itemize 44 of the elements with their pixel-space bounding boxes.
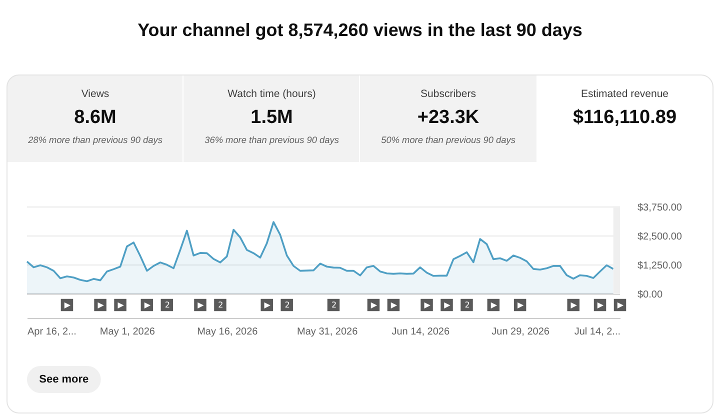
text: 1.5M <box>250 107 293 128</box>
x2-tick-label: 2 <box>331 300 337 310</box>
x2-tick-label: ▶ <box>570 300 578 310</box>
x-tick-label: May 31, 2026 <box>297 326 358 338</box>
y-tick-label: $0.00 <box>638 290 663 300</box>
y-tick-label: $3,750.00 <box>638 202 682 214</box>
x2-tick-label: ▶ <box>98 300 105 310</box>
x-tick-label: Jun 14, 2026 <box>392 326 450 338</box>
x-tick-label: Jul 14, 2... <box>574 326 620 338</box>
x2-tick-label: ▶ <box>118 300 125 310</box>
text: 36% more than previous 90 days <box>204 135 340 145</box>
y-tick-label: $1,250.00 <box>638 260 682 272</box>
x-tick-label: May 16, 2026 <box>197 326 258 338</box>
x2-tick-label: 2 <box>218 300 224 310</box>
x2-tick-label: ▶ <box>517 300 524 310</box>
text: +23.3K <box>417 107 480 128</box>
text: $116,110.89 <box>572 107 677 128</box>
x2-tick-label: 2 <box>464 300 470 310</box>
x2-tick-label: ▶ <box>424 300 432 310</box>
x2-tick-label: ▶ <box>617 300 624 310</box>
x-tick-label: Apr 16, 2... <box>28 326 76 338</box>
text: 8.6M <box>74 107 116 128</box>
x2-tick-label: 2 <box>164 300 170 310</box>
x2-tick-label: ▶ <box>370 300 378 310</box>
text: 50% more than previous 90 days <box>381 135 516 145</box>
chart-title: Your channel got 8,574,260 views in the last 90 days <box>138 20 582 40</box>
x2-tick-label: ▶ <box>264 300 272 310</box>
x2-tick-label: ▶ <box>144 300 152 310</box>
x2-tick-label: ▶ <box>444 300 452 310</box>
x-tick-label: Jun 29, 2026 <box>492 326 550 338</box>
text: Subscribers <box>420 88 476 100</box>
x2-tick-label: 2 <box>284 300 290 310</box>
text: Estimated revenue <box>580 88 669 100</box>
y-tick-label: $2,500.00 <box>638 232 682 242</box>
text: 28% more than previous 90 days <box>27 135 163 145</box>
text: Views <box>81 88 110 100</box>
x-tick-label: May 1, 2026 <box>100 326 156 338</box>
x2-tick-label: ▶ <box>390 300 398 310</box>
x2-tick-label: ▶ <box>490 300 498 310</box>
text: See more <box>39 374 89 386</box>
x2-tick-label: ▶ <box>597 300 604 310</box>
text: Watch time (hours) <box>228 88 316 100</box>
x2-tick-label: ▶ <box>198 300 205 310</box>
x2-tick-label: ▶ <box>64 300 72 310</box>
